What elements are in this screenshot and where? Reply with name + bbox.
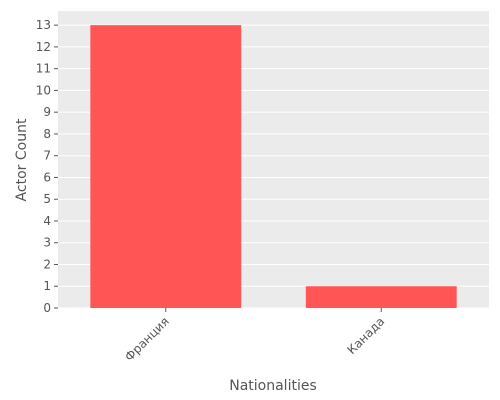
bar — [90, 25, 242, 309]
bar — [305, 286, 457, 308]
y-tick-label: 12 — [36, 40, 51, 54]
y-tick-label: 2 — [43, 257, 51, 271]
y-tick-label: 8 — [43, 127, 51, 141]
y-tick-label: 11 — [36, 62, 51, 76]
y-tick-label: 1 — [43, 279, 51, 293]
y-tick-label: 0 — [43, 301, 51, 315]
x-tick-label: Канада — [344, 314, 387, 357]
y-tick-label: 6 — [43, 170, 51, 184]
y-tick-label: 13 — [36, 18, 51, 32]
y-tick-label: 10 — [36, 83, 51, 97]
y-tick-label: 3 — [43, 236, 51, 250]
y-tick-label: 9 — [43, 105, 51, 119]
y-axis-title: Actor Count — [14, 118, 30, 201]
y-tick-label: 5 — [43, 192, 51, 206]
x-tick-label: Франция — [122, 314, 172, 364]
y-tick-label: 4 — [43, 214, 51, 228]
bars — [90, 25, 457, 309]
x-axis-title: Nationalities — [229, 378, 317, 394]
x-axis-ticks: Франция Канада — [122, 308, 387, 364]
y-tick-label: 7 — [43, 149, 51, 163]
